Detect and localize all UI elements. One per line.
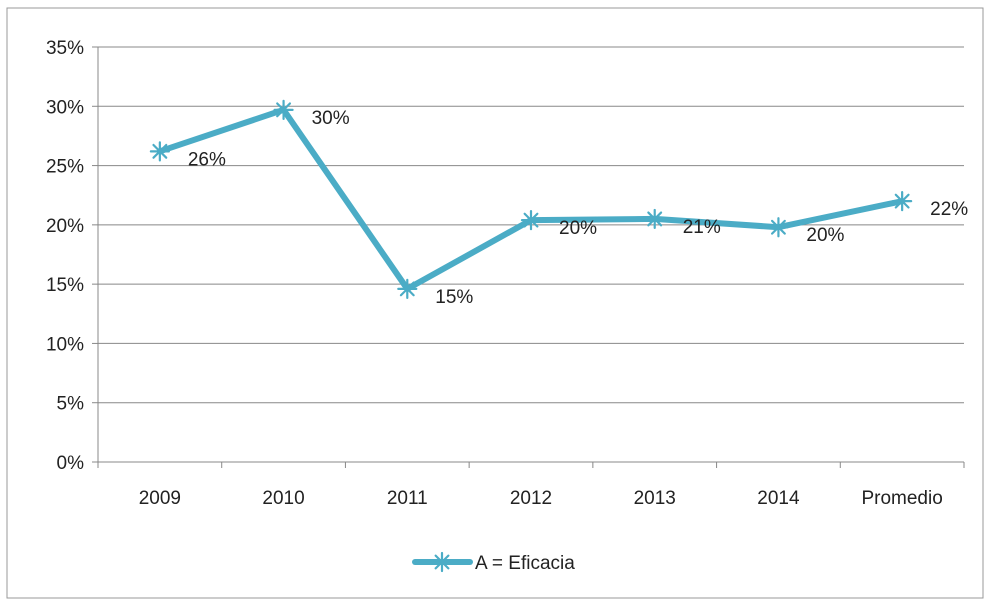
data-label: 21% [683, 217, 721, 238]
data-label: 26% [188, 149, 226, 170]
data-label: 30% [312, 108, 350, 129]
x-tick-label: 2010 [262, 488, 304, 509]
data-point-marker [520, 210, 542, 231]
y-tick-label: 20% [46, 216, 84, 237]
data-point-marker [644, 208, 665, 230]
x-axis-tick-labels: 2009 2010 2011 2012 2013 2014 Promedio [139, 488, 943, 509]
y-tick-label: 15% [46, 275, 84, 296]
x-tick-label: 2009 [139, 488, 181, 509]
data-label: 20% [806, 225, 844, 246]
x-tick-label: 2011 [387, 488, 428, 509]
x-tick-label: 2014 [757, 488, 800, 509]
axes [92, 46, 965, 468]
y-tick-label: 35% [46, 38, 84, 59]
data-label: 20% [559, 218, 597, 239]
legend-marker-asterisk [431, 551, 453, 573]
y-tick-label: 25% [46, 157, 84, 178]
data-label: 15% [435, 287, 473, 308]
x-tick-label: 2012 [510, 488, 552, 509]
legend-label-eficacia: A = Eficacia [475, 553, 575, 574]
x-tick-label: Promedio [861, 488, 942, 509]
chart-border [6, 7, 984, 599]
data-point-marker [149, 141, 170, 162]
data-point-marker [892, 191, 913, 212]
data-point-marker [397, 278, 418, 299]
data-label: 22% [930, 199, 968, 220]
y-tick-label: 10% [46, 334, 84, 355]
y-tick-label: 0% [57, 453, 85, 474]
y-tick-label: 30% [46, 97, 84, 118]
legend-swatch-marker [431, 551, 453, 573]
legend: A = Eficacia [412, 551, 575, 574]
data-labels: 26% 30% 15% 20% 21% 20% 22% [188, 108, 968, 308]
series-eficacia [149, 99, 913, 299]
y-axis-tick-labels: 0% 5% 10% 15% 20% 25% 30% 35% [46, 38, 84, 474]
x-tick-label: 2013 [634, 488, 676, 509]
data-point-marker [768, 217, 789, 238]
y-tick-label: 5% [57, 394, 85, 415]
data-point-marker [273, 99, 294, 120]
gridlines [98, 46, 964, 404]
